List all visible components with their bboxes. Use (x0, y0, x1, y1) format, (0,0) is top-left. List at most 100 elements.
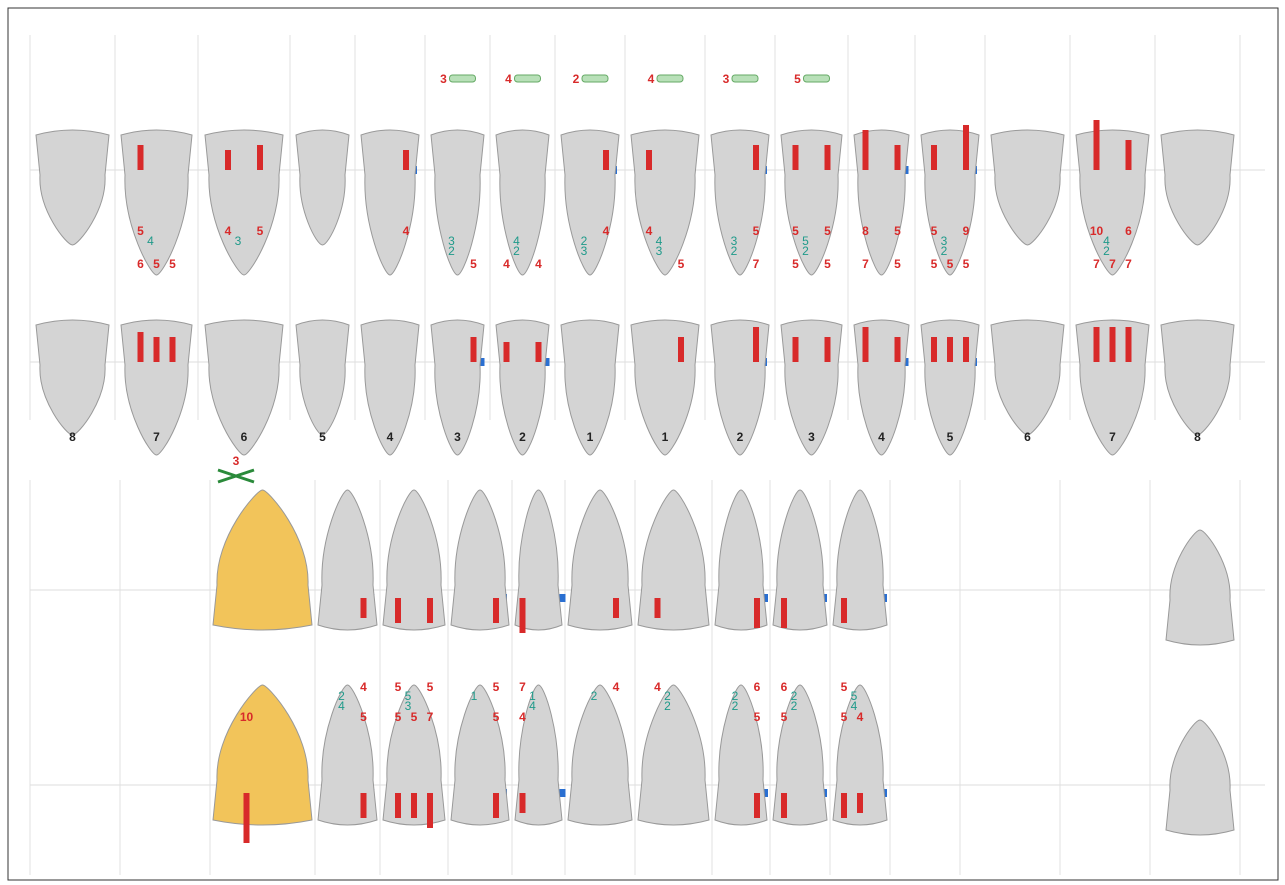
tooth-number: 3 (808, 430, 815, 444)
probing-depth: 5 (792, 257, 799, 271)
pocket-bar (895, 145, 901, 170)
gingival-margin: 2 (1103, 244, 1110, 258)
tooth-number: 5 (947, 430, 954, 444)
probing-depth: 7 (519, 680, 526, 694)
pocket-bar (520, 793, 526, 813)
pocket-bar (170, 337, 176, 362)
probing-depth: 4 (225, 224, 232, 238)
mobility: 3 (723, 72, 730, 86)
mobility: 5 (794, 72, 801, 86)
probing-depth: 5 (169, 257, 176, 271)
pocket-bar (603, 150, 609, 170)
gingival-margin: 2 (591, 689, 598, 703)
pocket-bar (781, 793, 787, 818)
probing-depth: 5 (395, 710, 402, 724)
furcation-note: 3 (233, 454, 240, 468)
gingival-margin: 2 (448, 244, 455, 258)
probing-depth: 5 (824, 224, 831, 238)
probing-depth: 4 (646, 224, 653, 238)
pill (515, 75, 541, 82)
pill (450, 75, 476, 82)
probing-depth: 5 (257, 224, 264, 238)
gingival-margin: 3 (235, 234, 242, 248)
tooth-number: 2 (519, 430, 526, 444)
tooth-number: 6 (241, 430, 248, 444)
probing-depth: 5 (754, 710, 761, 724)
pocket-bar (754, 793, 760, 818)
pocket-bar (963, 125, 969, 170)
pocket-bar (493, 793, 499, 818)
tooth-number: 8 (1194, 430, 1201, 444)
pill (804, 75, 830, 82)
gingival-margin: 4 (147, 234, 154, 248)
pocket-bar (536, 342, 542, 362)
gingival-margin: 2 (664, 699, 671, 713)
pocket-bar (520, 598, 526, 633)
mobility: 4 (648, 72, 655, 86)
gingival-margin: 2 (941, 244, 948, 258)
probing-depth: 7 (1093, 257, 1100, 271)
probing-depth: 5 (360, 710, 367, 724)
tooth-number: 8 (69, 430, 76, 444)
pocket-bar (655, 598, 661, 618)
gingival-margin: 4 (529, 699, 536, 713)
probing-depth: 5 (894, 257, 901, 271)
pocket-bar (863, 130, 869, 170)
pocket-bar (753, 327, 759, 362)
pocket-bar (963, 337, 969, 362)
gingival-margin: 2 (732, 699, 739, 713)
pocket-bar (395, 793, 401, 818)
pocket-bar (863, 327, 869, 362)
tooth-number: 7 (153, 430, 160, 444)
pocket-bar (841, 793, 847, 818)
pocket-bar (427, 598, 433, 623)
pocket-bar (1094, 120, 1100, 170)
probing-depth: 5 (824, 257, 831, 271)
probing-depth: 5 (411, 710, 418, 724)
pocket-bar (257, 145, 263, 170)
pocket-bar (947, 337, 953, 362)
pocket-bar (138, 332, 144, 362)
pocket-bar (613, 598, 619, 618)
tooth-number: 3 (454, 430, 461, 444)
probing-depth: 5 (753, 224, 760, 238)
tooth-number: 7 (1109, 430, 1116, 444)
pocket-bar (1094, 327, 1100, 362)
pocket-bar (931, 145, 937, 170)
probing-depth: 4 (654, 680, 661, 694)
pocket-bar (1126, 327, 1132, 362)
probing-depth: 5 (841, 680, 848, 694)
probing-depth: 5 (137, 224, 144, 238)
probing-depth: 5 (931, 224, 938, 238)
probing-depth: 5 (841, 710, 848, 724)
pocket-bar (857, 793, 863, 813)
pill (657, 75, 683, 82)
pocket-bar (793, 145, 799, 170)
pocket-bar (154, 337, 160, 362)
tooth-number: 6 (1024, 430, 1031, 444)
gingival-margin: 3 (581, 244, 588, 258)
pocket-bar (678, 337, 684, 362)
probing-depth: 5 (678, 257, 685, 271)
gingival-margin: 4 (338, 699, 345, 713)
gingival-margin: 1 (471, 689, 478, 703)
gingival-margin: 3 (656, 244, 663, 258)
pocket-bar (753, 145, 759, 170)
probing-depth: 7 (1109, 257, 1116, 271)
pocket-bar (138, 145, 144, 170)
probing-depth: 4 (535, 257, 542, 271)
mobility: 2 (573, 72, 580, 86)
mobility: 4 (505, 72, 512, 86)
pocket-bar (493, 598, 499, 623)
pocket-bar (471, 337, 477, 362)
probing-depth: 9 (963, 224, 970, 238)
probing-depth: 4 (519, 710, 526, 724)
probing-depth: 5 (894, 224, 901, 238)
gingival-margin: 2 (731, 244, 738, 258)
probing-depth: 7 (1125, 257, 1132, 271)
probing-depth: 7 (862, 257, 869, 271)
probing-depth: 5 (781, 710, 788, 724)
pocket-bar (395, 598, 401, 623)
pocket-bar (504, 342, 510, 362)
probing-depth: 4 (613, 680, 620, 694)
